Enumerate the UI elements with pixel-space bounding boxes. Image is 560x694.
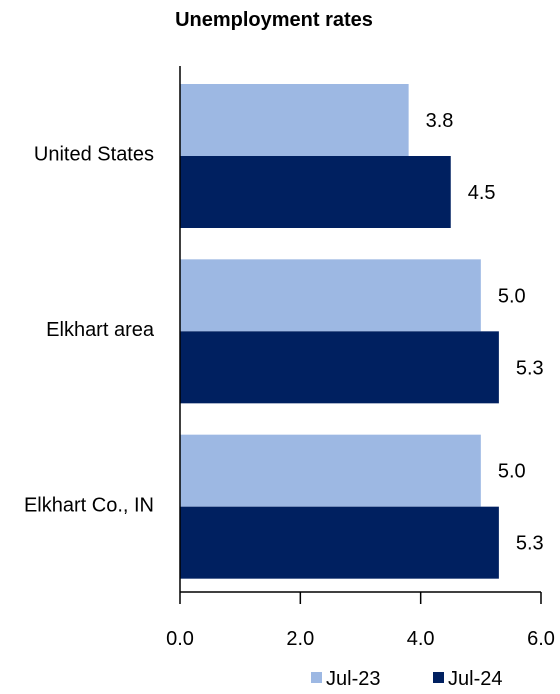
legend-label-jul-24: Jul-24 (448, 668, 502, 689)
legend: Jul-23 Jul-24 (311, 668, 502, 690)
bar-jul-23-1 (180, 259, 481, 332)
data-label-jul-23-2: 5.0 (498, 461, 526, 483)
legend-swatch-jul-23 (311, 672, 322, 683)
bar-jul-24-1 (180, 331, 499, 404)
data-label-jul-24-0: 4.5 (468, 182, 496, 204)
x-tick-label-3: 6.0 (527, 628, 555, 650)
bar-jul-23-0 (180, 84, 409, 156)
bar-jul-23-2 (180, 434, 481, 507)
legend-label-jul-23: Jul-23 (326, 668, 380, 689)
category-labels-group: United States Elkhart area Elkhart Co., IN (24, 144, 155, 517)
x-tick-label-2: 4.0 (407, 628, 435, 650)
category-label-2: Elkhart Co., IN (24, 494, 154, 516)
bar-jul-24-2 (180, 506, 499, 579)
data-labels-group: 3.8 4.5 5.0 5.3 5.0 5.3 (426, 110, 544, 555)
data-label-jul-24-1: 5.3 (516, 357, 544, 379)
category-label-1: Elkhart area (46, 319, 155, 341)
x-ticks-group: 0.0 2.0 4.0 6.0 (166, 592, 555, 650)
chart-title: Unemployment rates (175, 9, 373, 31)
x-tick-label-1: 2.0 (286, 628, 314, 650)
legend-swatch-jul-24 (433, 672, 444, 683)
x-tick-label-0: 0.0 (166, 628, 194, 650)
data-label-jul-23-1: 5.0 (498, 285, 526, 307)
bars-group (180, 84, 499, 579)
bar-jul-24-0 (180, 156, 451, 228)
data-label-jul-24-2: 5.3 (516, 533, 544, 555)
category-label-0: United States (34, 144, 154, 166)
data-label-jul-23-0: 3.8 (426, 110, 454, 132)
